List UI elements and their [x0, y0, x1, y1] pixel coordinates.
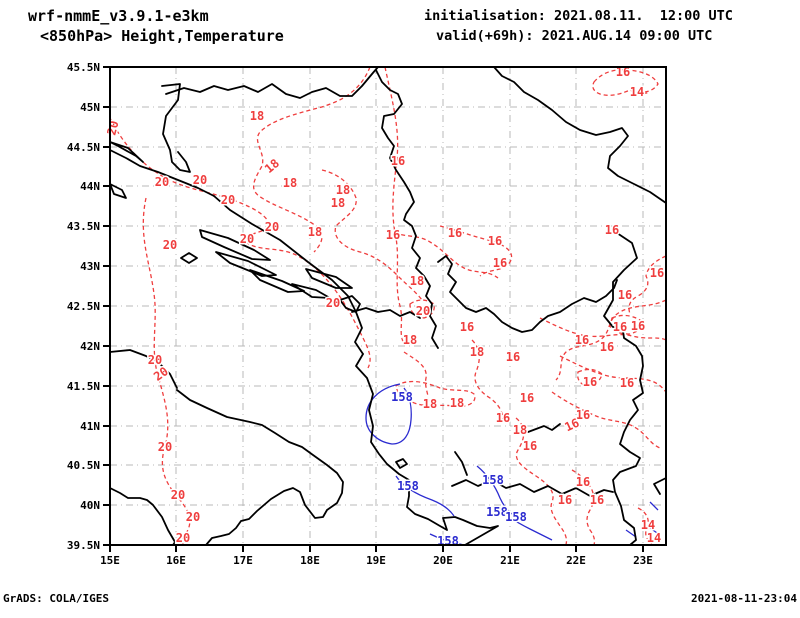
lat-tick-label: 42N — [80, 340, 100, 353]
lon-tick-label: 21E — [500, 554, 520, 567]
temperature-label: 16 — [590, 493, 604, 507]
temperature-label: 20 — [186, 510, 200, 524]
temperature-label: 18 — [283, 176, 297, 190]
temperature-label: 18 — [250, 109, 264, 123]
temperature-label: 16 — [613, 320, 627, 334]
temperature-label: 14 — [647, 531, 661, 545]
temperature-label: 14 — [630, 85, 644, 99]
temperature-label: 16 — [620, 376, 634, 390]
lat-tick-label: 43.5N — [67, 220, 100, 233]
grads-credit: GrADS: COLA/IGES — [3, 592, 109, 605]
lon-tick-label: 23E — [633, 554, 653, 567]
lon-tick-label: 22E — [566, 554, 586, 567]
lon-tick-label: 16E — [166, 554, 186, 567]
temperature-label: 18 — [470, 345, 484, 359]
lon-tick-label: 15E — [100, 554, 120, 567]
temperature-label: 20 — [148, 353, 162, 367]
lat-tick-label: 43N — [80, 260, 100, 273]
temperature-label: 16 — [558, 493, 572, 507]
coastlines-borders — [109, 66, 667, 546]
temperature-contours — [109, 66, 667, 546]
temperature-label: 20 — [163, 238, 177, 252]
temperature-label: 18 — [308, 225, 322, 239]
temperature-label: 18 — [513, 423, 527, 437]
lon-tick-label: 20E — [433, 554, 453, 567]
model-title: wrf-nmmE_v3.9.1-e3km — [28, 7, 209, 25]
lat-tick-label: 44.5N — [67, 141, 100, 154]
temperature-label: 20 — [416, 304, 430, 318]
temperature-label: 16 — [583, 375, 597, 389]
temperature-label: 18 — [403, 333, 417, 347]
temperature-label: 16 — [493, 256, 507, 270]
lat-tick-label: 39.5N — [67, 539, 100, 552]
temperature-label: 20 — [158, 440, 172, 454]
temperature-label: 16 — [460, 320, 474, 334]
temperature-label: 16 — [386, 228, 400, 242]
axis-ticks-labels: 15E 16E 17E 18E 19E 20E 21E 22E 23E 45.5N 45N 44.5N… — [67, 61, 653, 567]
temperature-label: 18 — [450, 396, 464, 410]
temperature-label: 20 — [326, 296, 340, 310]
temperature-label: 20 — [265, 220, 279, 234]
temperature-label: 20 — [193, 173, 207, 187]
temperature-label: 16 — [576, 475, 590, 489]
lon-tick-label: 19E — [366, 554, 386, 567]
temperature-label: 16 — [618, 288, 632, 302]
lat-tick-label: 41.5N — [67, 380, 100, 393]
height-label: 158 — [482, 473, 504, 487]
lon-tick-label: 17E — [233, 554, 253, 567]
temperature-label: 20 — [240, 232, 254, 246]
temperature-label: 20 — [171, 488, 185, 502]
height-contours — [365, 383, 661, 546]
temperature-label: 16 — [506, 350, 520, 364]
height-label: 158 — [486, 505, 508, 519]
lat-tick-label: 40.5N — [67, 459, 100, 472]
lat-tick-label: 40N — [80, 499, 100, 512]
lat-tick-label: 45.5N — [67, 61, 100, 74]
temperature-label: 16 — [631, 319, 645, 333]
lat-tick-label: 42.5N — [67, 300, 100, 313]
field-title: <850hPa> Height,Temperature — [40, 27, 284, 45]
temperature-label: 20 — [155, 175, 169, 189]
temperature-label: 18 — [262, 156, 282, 176]
lat-tick-label: 44N — [80, 180, 100, 193]
temperature-label: 16 — [576, 408, 590, 422]
lat-tick-label: 45N — [80, 101, 100, 114]
temperature-label: 16 — [520, 391, 534, 405]
lat-tick-label: 41N — [80, 420, 100, 433]
temperature-label: 16 — [575, 333, 589, 347]
lon-tick-label: 18E — [300, 554, 320, 567]
valid-time: valid(+69h): 2021.AUG.14 09:00 UTC — [436, 28, 713, 44]
temperature-label: 16 — [600, 340, 614, 354]
temperature-label: 20 — [176, 531, 190, 545]
temperature-label: 20 — [104, 119, 121, 137]
temperature-label: 16 — [523, 439, 537, 453]
temperature-label: 18 — [410, 274, 424, 288]
temperature-label: 16 — [391, 154, 405, 168]
height-label: 158 — [505, 510, 527, 524]
temperature-label: 20 — [221, 193, 235, 207]
temperature-label: 18 — [423, 397, 437, 411]
temperature-label: 16 — [448, 226, 462, 240]
temperature-label: 16 — [488, 234, 502, 248]
temperature-label: 16 — [496, 411, 510, 425]
temperature-label: 18 — [331, 196, 345, 210]
temperature-label: 14 — [641, 518, 655, 532]
temperature-label: 20 — [151, 364, 171, 384]
creation-timestamp: 2021-08-11-23:04 — [691, 592, 797, 605]
temperature-label: 18 — [336, 183, 350, 197]
height-label: 158 — [391, 390, 413, 404]
initialisation-time: initialisation: 2021.08.11. 12:00 UTC — [424, 8, 733, 24]
temperature-label: 16 — [650, 266, 664, 280]
height-label: 158 — [397, 479, 419, 493]
temperature-label: 16 — [605, 223, 619, 237]
